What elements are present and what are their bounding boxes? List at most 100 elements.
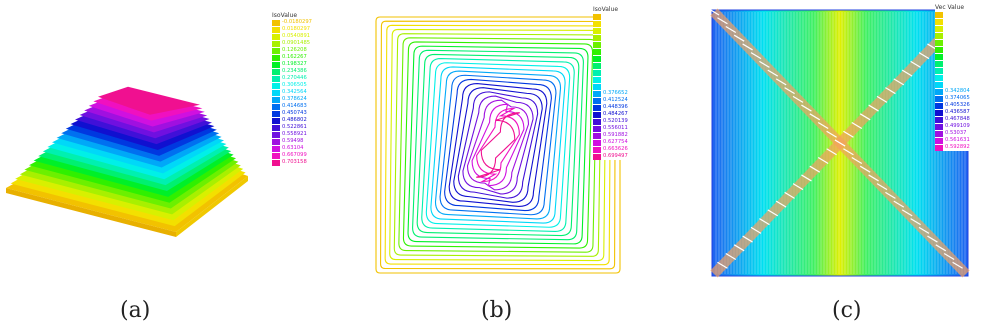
legend-swatch [272, 34, 280, 40]
contour-line [416, 53, 580, 237]
legend-entry: 0.378624 [272, 96, 332, 103]
legend-swatch [935, 96, 943, 102]
vector-arrow [767, 209, 779, 217]
legend-entry: -0.0180297 [272, 19, 332, 26]
legend-entry: 0.414683 [272, 103, 332, 110]
legend-swatch [272, 104, 280, 110]
vector-arrow [742, 235, 753, 243]
legend-label: 0.53037 [945, 130, 967, 136]
legend-swatch [935, 131, 943, 137]
vector-arrow [868, 104, 879, 112]
legend-swatch [272, 76, 280, 82]
legend-label: -0.0180297 [282, 19, 312, 25]
legend-label: 0.414683 [282, 103, 307, 109]
vector-arrow [834, 139, 846, 147]
legend-entry: 0.59498 [272, 138, 332, 145]
legend-label: 0.667099 [282, 152, 307, 158]
legend-label: 0.486802 [282, 117, 307, 123]
legend-swatch [272, 132, 280, 138]
vector-arrow [717, 261, 728, 269]
contour-line [407, 45, 589, 245]
legend-label: 0.0180297 [282, 26, 311, 32]
legend-swatch [593, 49, 601, 55]
vector-arrow [885, 87, 896, 95]
legend-entry: 0.486802 [272, 117, 332, 124]
legend-label: 0.520139 [603, 118, 628, 124]
legend-label: 0.59498 [282, 138, 304, 144]
legend-entry [935, 46, 987, 53]
vector-arrow [918, 52, 930, 60]
vector-arrow [817, 156, 829, 164]
legend-label: 0.234386 [282, 68, 307, 74]
legend-entry: 0.405326 [935, 102, 987, 109]
legend-entry: 0.699497 [593, 153, 653, 160]
vector-arrow [893, 78, 905, 86]
vector-arrow [859, 165, 871, 173]
legend-entry: 0.591882 [593, 132, 653, 139]
vector-arrow [817, 122, 829, 130]
legend-entry [935, 32, 987, 39]
legend-entry: 0.467848 [935, 116, 987, 123]
legend-label: 0.450743 [282, 110, 307, 116]
vector-arrow [843, 130, 854, 138]
legend-title: Vec Value [935, 4, 965, 11]
legend-entry [935, 81, 987, 88]
vector-arrow [792, 95, 804, 103]
legend-swatch [272, 55, 280, 61]
legend-label: 0.558921 [282, 131, 307, 137]
contour-line [439, 74, 557, 216]
legend-swatch [272, 146, 280, 152]
legend-label: 0.561631 [945, 137, 970, 143]
legend-label: 0.484267 [603, 111, 628, 117]
legend-entry [935, 18, 987, 25]
legend-entry [593, 69, 653, 76]
legend-swatch [593, 98, 601, 104]
vector-arrow [952, 261, 963, 269]
legend-label: 0.306505 [282, 82, 307, 88]
legend-entry [935, 11, 987, 18]
legend-swatch [935, 103, 943, 109]
legend-entry: 0.663626 [593, 146, 653, 153]
legend-b: IsoValue 0.376652 0.412524 0.448396 0.48426… [593, 6, 653, 160]
legend-entry: 0.592892 [935, 144, 987, 151]
legend-entry [593, 83, 653, 90]
legend-label: 0.591882 [603, 132, 628, 138]
legend-label: 0.499109 [945, 123, 970, 129]
legend-entry: 0.342804 [935, 88, 987, 95]
legend-swatch [935, 117, 943, 123]
legend-label: 0.522861 [282, 124, 307, 130]
legend-swatch [593, 14, 601, 20]
vector-arrow [792, 183, 804, 191]
vector-arrow [742, 43, 753, 51]
contour-line [453, 87, 543, 203]
legend-swatch [272, 41, 280, 47]
legend-swatch [935, 124, 943, 130]
legend-swatch [272, 27, 280, 33]
legend-swatch [935, 145, 943, 151]
caption-c: (c) [832, 298, 862, 323]
legend-entry: 0.374065 [935, 95, 987, 102]
legend-swatch [935, 110, 943, 116]
vector-arrow [784, 87, 795, 95]
contour-line [462, 95, 534, 195]
legend-swatch [935, 40, 943, 46]
legend-swatch [593, 77, 601, 83]
vector-arrow [717, 17, 728, 25]
legend-swatch [935, 138, 943, 144]
legend-swatch [272, 97, 280, 103]
legend-label: 0.63104 [282, 145, 304, 151]
legend-swatch [272, 48, 280, 54]
vector-arrow [759, 218, 770, 226]
vector-arrow [943, 253, 955, 261]
legend-swatch [935, 89, 943, 95]
vector-arrow [927, 235, 938, 243]
legend-title: IsoValue [272, 12, 298, 19]
vector-arrow [767, 69, 779, 77]
legend-entry: 0.53037 [935, 130, 987, 137]
legend-swatch [272, 90, 280, 96]
legend-swatch [935, 68, 943, 74]
legend-entry [593, 62, 653, 69]
legend-label: 0.0901485 [282, 40, 311, 46]
legend-swatch [593, 140, 601, 146]
legend-swatch [935, 19, 943, 25]
